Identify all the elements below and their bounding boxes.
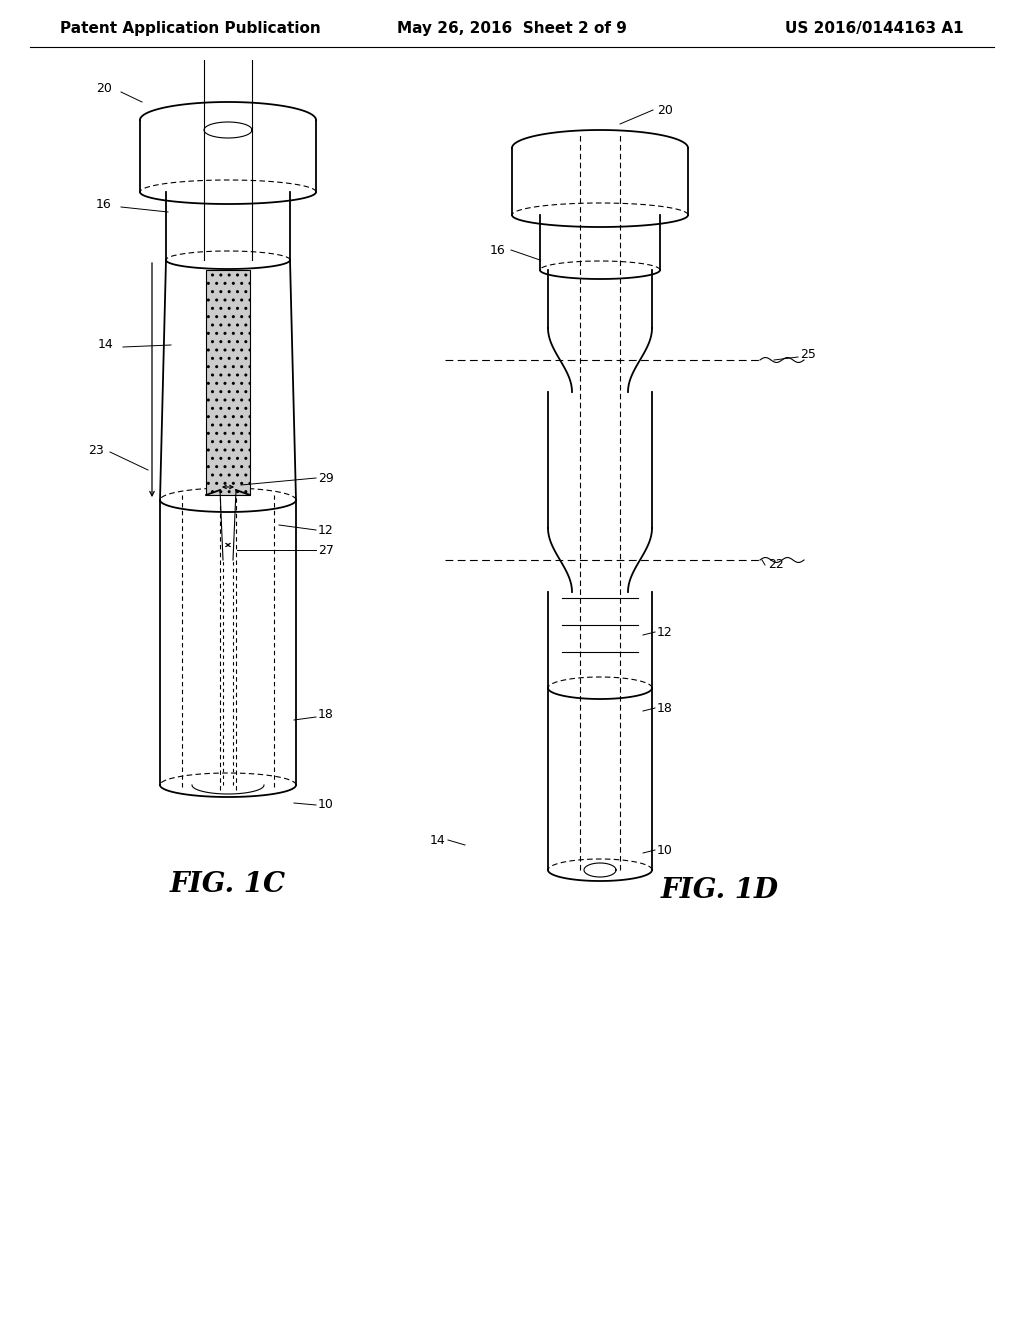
- Text: 10: 10: [657, 843, 673, 857]
- Text: Patent Application Publication: Patent Application Publication: [60, 21, 321, 36]
- Polygon shape: [206, 271, 250, 495]
- Text: May 26, 2016  Sheet 2 of 9: May 26, 2016 Sheet 2 of 9: [397, 21, 627, 36]
- Text: 10: 10: [318, 799, 334, 812]
- Text: 29: 29: [318, 471, 334, 484]
- Text: 25: 25: [800, 348, 816, 362]
- Text: FIG. 1C: FIG. 1C: [170, 871, 286, 899]
- Text: 22: 22: [768, 558, 783, 572]
- Text: 18: 18: [318, 709, 334, 722]
- Text: 16: 16: [96, 198, 112, 211]
- Text: FIG. 1D: FIG. 1D: [660, 876, 779, 903]
- Text: 27: 27: [318, 544, 334, 557]
- Text: 18: 18: [657, 701, 673, 714]
- Text: 20: 20: [657, 103, 673, 116]
- Text: 12: 12: [657, 626, 673, 639]
- Text: 23: 23: [88, 444, 103, 457]
- Text: US 2016/0144163 A1: US 2016/0144163 A1: [785, 21, 964, 36]
- Text: 12: 12: [318, 524, 334, 536]
- Text: 16: 16: [490, 243, 506, 256]
- Text: 14: 14: [98, 338, 114, 351]
- Text: 14: 14: [430, 833, 445, 846]
- Text: 20: 20: [96, 82, 112, 95]
